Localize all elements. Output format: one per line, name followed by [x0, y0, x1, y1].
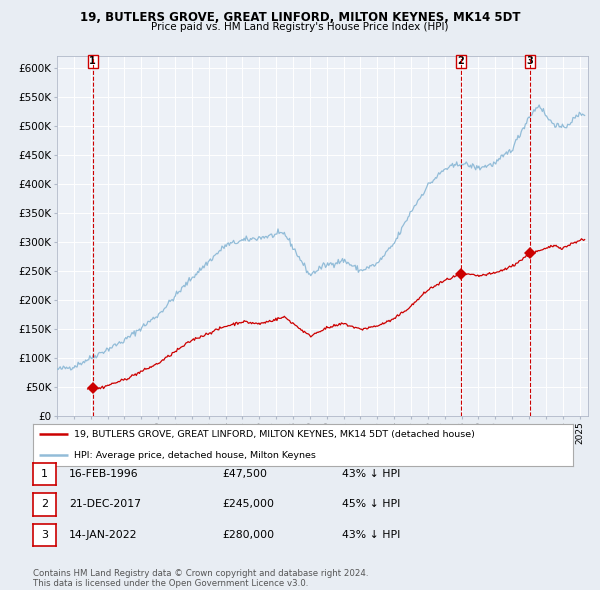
Text: 2: 2 [41, 500, 48, 509]
Text: 16-FEB-1996: 16-FEB-1996 [69, 469, 139, 478]
Text: 14-JAN-2022: 14-JAN-2022 [69, 530, 137, 540]
Text: 1: 1 [89, 56, 96, 66]
Text: £47,500: £47,500 [222, 469, 267, 478]
Text: 45% ↓ HPI: 45% ↓ HPI [342, 500, 400, 509]
Text: 19, BUTLERS GROVE, GREAT LINFORD, MILTON KEYNES, MK14 5DT (detached house): 19, BUTLERS GROVE, GREAT LINFORD, MILTON… [74, 430, 475, 439]
Text: 43% ↓ HPI: 43% ↓ HPI [342, 469, 400, 478]
Text: 19, BUTLERS GROVE, GREAT LINFORD, MILTON KEYNES, MK14 5DT: 19, BUTLERS GROVE, GREAT LINFORD, MILTON… [80, 11, 520, 24]
Text: 43% ↓ HPI: 43% ↓ HPI [342, 530, 400, 540]
Text: Contains HM Land Registry data © Crown copyright and database right 2024.
This d: Contains HM Land Registry data © Crown c… [33, 569, 368, 588]
Text: 2: 2 [458, 56, 464, 66]
Text: £245,000: £245,000 [222, 500, 274, 509]
Text: £280,000: £280,000 [222, 530, 274, 540]
Text: 21-DEC-2017: 21-DEC-2017 [69, 500, 141, 509]
Text: 3: 3 [41, 530, 48, 540]
Text: Price paid vs. HM Land Registry's House Price Index (HPI): Price paid vs. HM Land Registry's House … [151, 22, 449, 32]
Text: HPI: Average price, detached house, Milton Keynes: HPI: Average price, detached house, Milt… [74, 451, 316, 460]
Text: 3: 3 [526, 56, 533, 66]
Text: 1: 1 [41, 469, 48, 478]
